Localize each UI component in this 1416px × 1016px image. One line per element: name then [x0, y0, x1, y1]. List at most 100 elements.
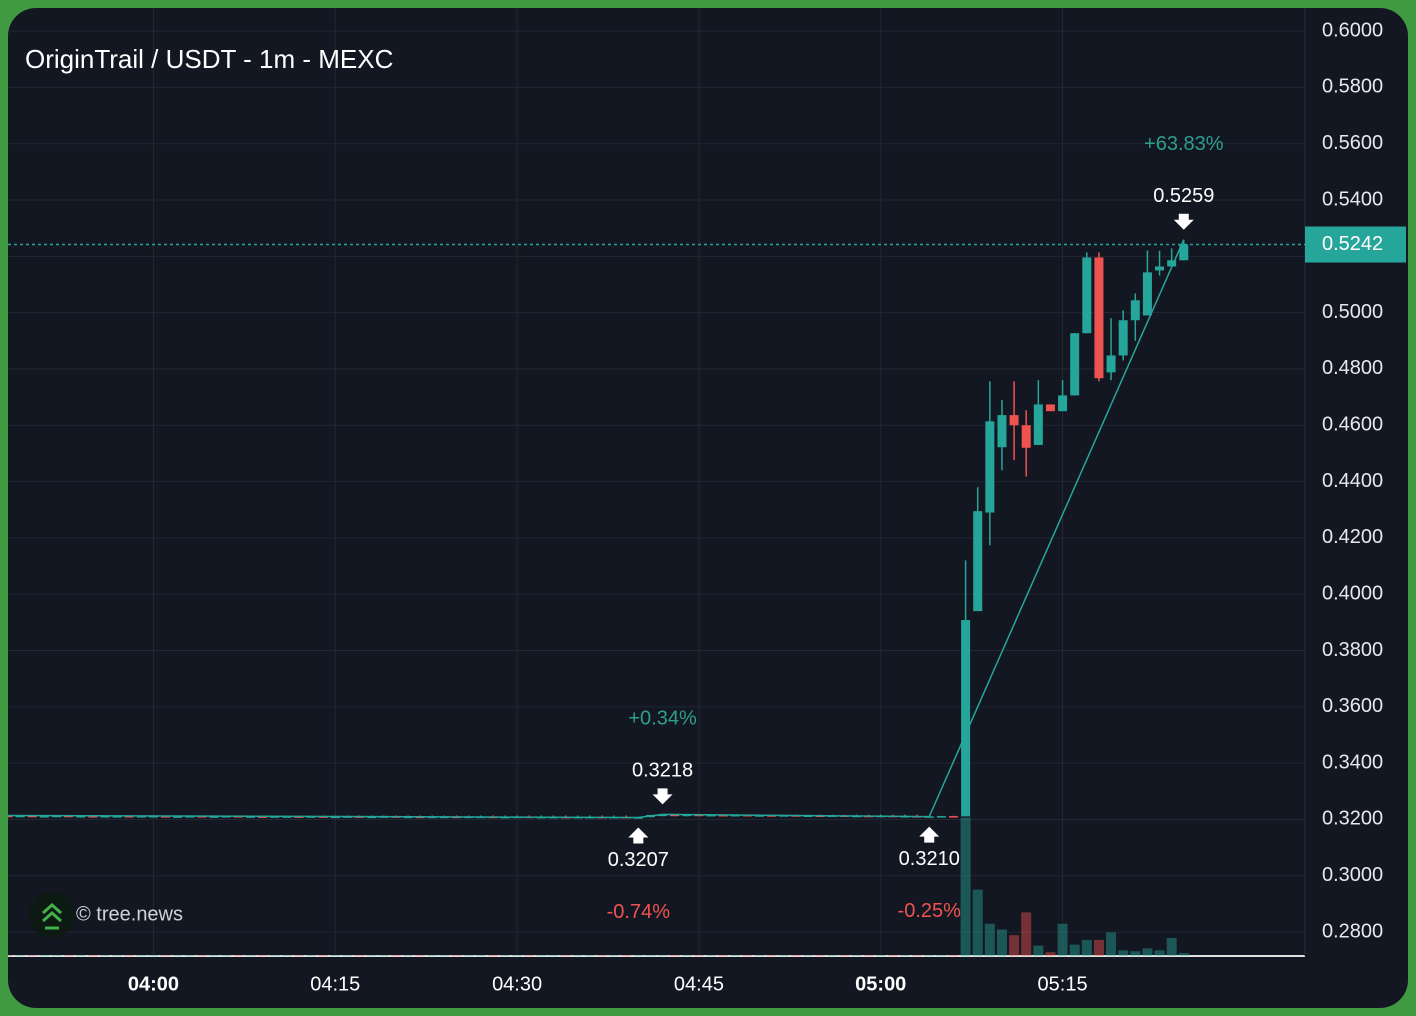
zigzag-line [8, 239, 1185, 819]
volume-bar [1106, 932, 1117, 956]
volume-bar [99, 955, 110, 956]
volume-bar [221, 955, 232, 956]
candle-body [209, 816, 219, 818]
logo-icon [42, 902, 62, 930]
volume-bar [548, 955, 559, 956]
pivot-arrow [628, 827, 649, 844]
candle-body [1082, 257, 1092, 334]
volume-bar [8, 955, 13, 956]
candle-body [64, 815, 74, 818]
pivot-price: 0.5259 [1153, 185, 1214, 207]
candle-body [112, 816, 122, 818]
candle-body [1118, 320, 1128, 356]
volume-bar [354, 955, 365, 956]
volume-bar [936, 955, 947, 956]
volume-bar [269, 955, 280, 956]
layers: 0.2800 0.3000 0.3200 0.3400 0.3600 0.3800 0.40… [8, 8, 1406, 995]
x-tick-label: 04:45 [674, 973, 724, 995]
candle-body [330, 816, 340, 819]
last-price-box [1305, 226, 1406, 263]
candle-body [961, 620, 971, 817]
candle-body [1009, 415, 1019, 426]
y-tick-label: 0.3200 [1322, 808, 1383, 830]
watermark-logo [29, 892, 75, 938]
volume-bar [87, 955, 98, 956]
volume-bar [851, 955, 862, 956]
volume-bar [136, 955, 147, 956]
volume-bar [172, 955, 183, 956]
candle-body [39, 816, 49, 818]
candle-body [1045, 404, 1055, 412]
volume-bar [1178, 953, 1189, 956]
watermark: © tree.news [76, 903, 183, 925]
volume-bar [257, 955, 268, 956]
candle-body [100, 816, 110, 818]
volume-bar [184, 955, 195, 956]
volume-bar [972, 889, 983, 956]
candle-body [948, 816, 958, 818]
volume-bar [427, 955, 438, 956]
volume-bar [390, 955, 401, 956]
volume-bar [1093, 939, 1104, 956]
volume-bar [596, 955, 607, 956]
volume-bar [1142, 948, 1153, 956]
volume-bar [693, 955, 704, 956]
candle-body [936, 816, 946, 818]
candle-body [1130, 300, 1140, 321]
chart-title: OriginTrail / USDT - 1m - MEXC [25, 44, 393, 74]
volume-bar [1021, 912, 1032, 956]
volume-layer [8, 817, 1189, 956]
candle-body [1021, 425, 1031, 448]
pivot-arrow [652, 788, 673, 805]
volume-bar [1045, 952, 1056, 956]
volume-bar [960, 817, 971, 956]
candle-body [1070, 333, 1080, 396]
x-tick-label: 04:15 [310, 973, 360, 995]
pivot-change: -0.74% [607, 901, 671, 923]
volume-bar [645, 955, 656, 956]
volume-bar [1130, 951, 1141, 956]
candle-body [245, 816, 255, 818]
candle-body [76, 816, 86, 818]
pivot-price: 0.3218 [632, 760, 693, 782]
volume-bar [536, 955, 547, 956]
volume-bar [524, 955, 535, 956]
volume-bar [948, 955, 959, 956]
volume-bar [378, 955, 389, 956]
chart: 0.2800 0.3000 0.3200 0.3400 0.3600 0.3800 0.40… [8, 8, 1406, 995]
volume-bar [706, 955, 717, 956]
candle-body [161, 816, 171, 818]
candle-body [27, 815, 37, 818]
volume-bar [863, 955, 874, 956]
y-tick-label: 0.4400 [1322, 470, 1383, 492]
volume-bar [499, 955, 510, 956]
volume-bar [1069, 944, 1080, 956]
volume-bar [1009, 935, 1020, 956]
volume-bar [39, 955, 50, 956]
volume-bar [318, 955, 329, 956]
x-tick-label: 04:30 [492, 973, 542, 995]
volume-bar [27, 955, 38, 956]
volume-bar [330, 955, 341, 956]
candle-body [15, 815, 25, 818]
pivot-change: -0.25% [898, 900, 962, 922]
y-tick-label: 0.5600 [1322, 132, 1383, 154]
volume-bar [475, 955, 486, 956]
candle-body [1106, 355, 1116, 373]
candle-body [1167, 260, 1177, 267]
candle-body [682, 814, 692, 817]
volume-bar [609, 955, 620, 956]
pivot-arrow [1173, 213, 1194, 230]
volume-bar [730, 955, 741, 956]
volume-bar [245, 955, 256, 956]
volume-bar [633, 955, 644, 956]
volume-bar [669, 955, 680, 956]
candle-body [173, 816, 183, 818]
volume-bar [51, 955, 62, 956]
volume-bar [924, 955, 935, 956]
pivot-arrow [919, 826, 940, 843]
volume-bar [366, 955, 377, 956]
volume-bar [233, 955, 244, 956]
volume-bar [415, 955, 426, 956]
